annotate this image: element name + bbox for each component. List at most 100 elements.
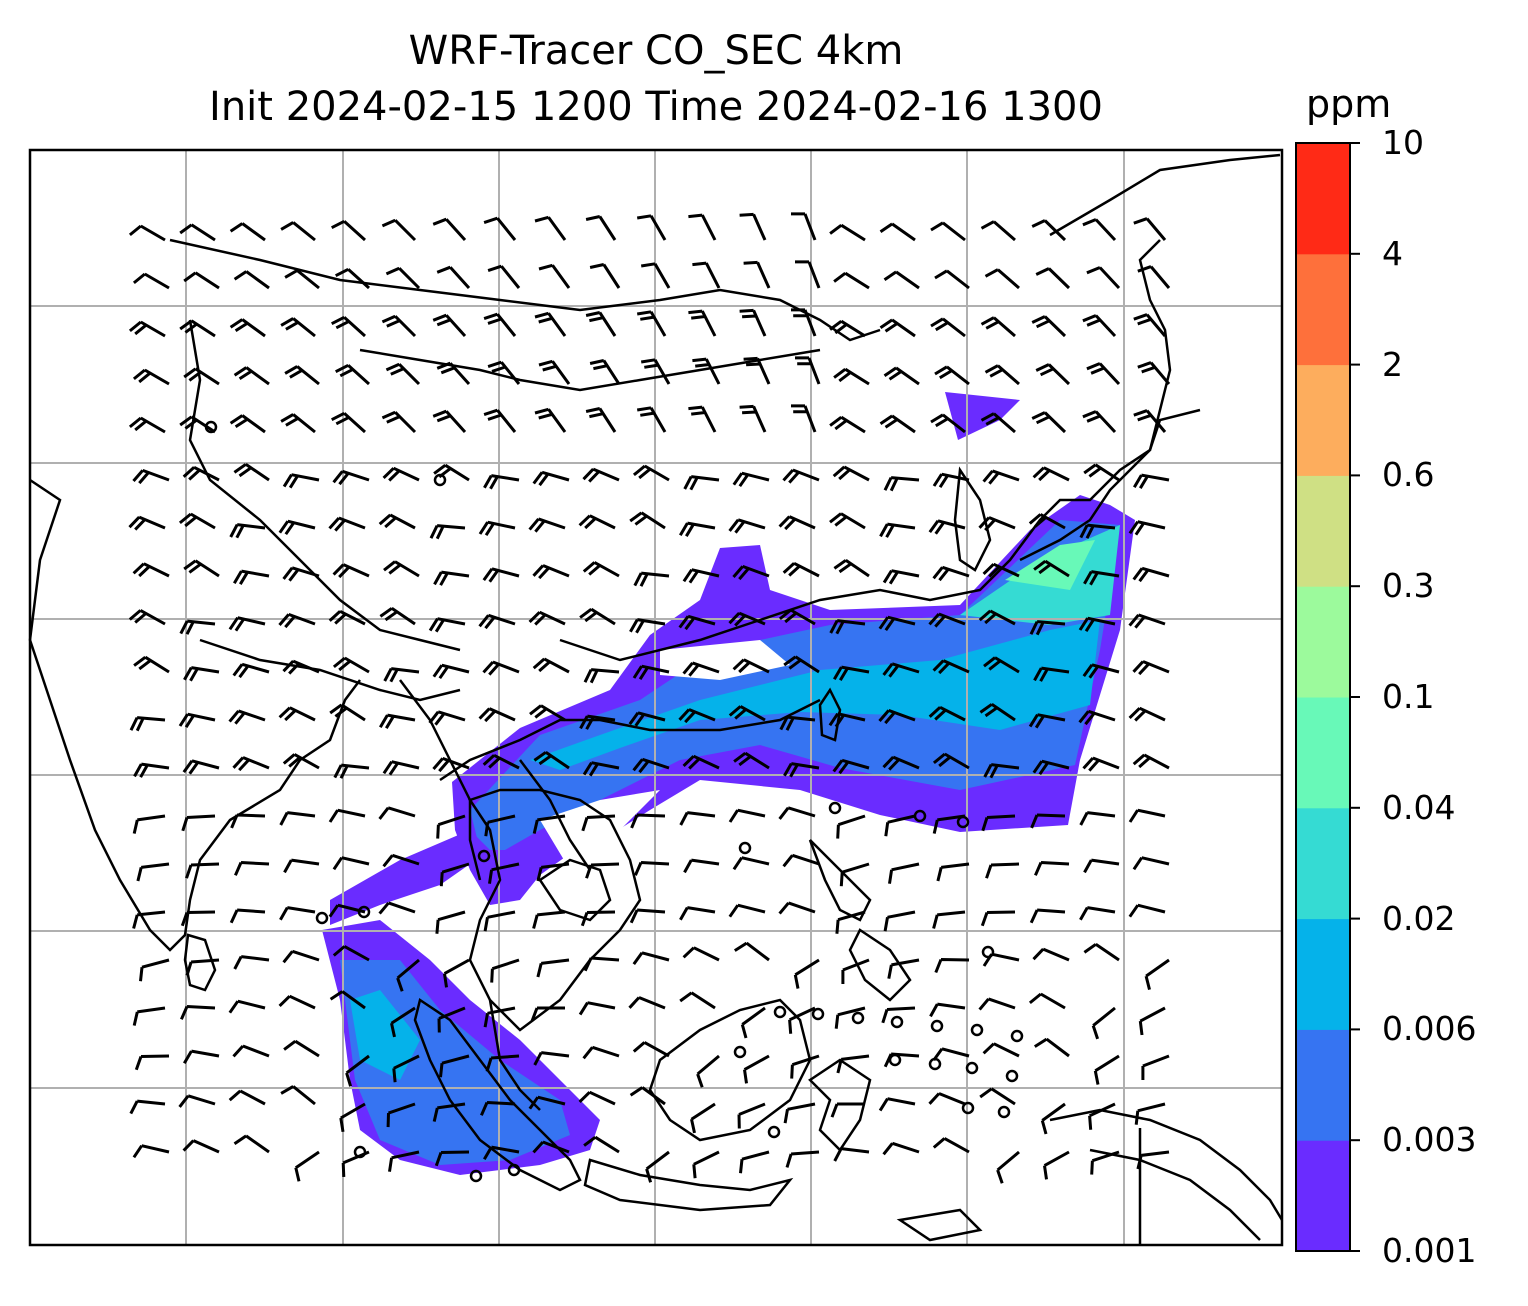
wind-barb (382, 853, 420, 868)
colorbar-swatch (1296, 586, 1350, 698)
colorbar-tick-label: 0.02 (1382, 898, 1456, 938)
wind-barb (1082, 218, 1117, 242)
wind-barb (432, 313, 467, 338)
wind-barb (332, 563, 370, 579)
wind-barb (533, 751, 570, 770)
wind-barb (528, 517, 566, 533)
coast-korea (953, 466, 992, 572)
wind-barb (1083, 858, 1120, 874)
wind-barb (134, 1054, 170, 1071)
wind-barb (280, 1085, 316, 1106)
calm-marker (890, 1015, 904, 1029)
wind-barb (439, 862, 470, 887)
wind-barb (282, 753, 320, 770)
wind-barb (984, 364, 1020, 386)
wind-barb (133, 655, 170, 674)
wind-barb (279, 906, 316, 921)
wind-barb (396, 958, 420, 992)
wind-barb (179, 619, 216, 635)
wind-barb (878, 1097, 916, 1112)
wind-barb (482, 660, 520, 676)
wind-barb (632, 464, 670, 482)
wind-barb (179, 319, 216, 338)
wind-barb (793, 958, 820, 989)
wind-barb (883, 476, 920, 492)
wind-barb (1032, 466, 1070, 482)
wind-barb (829, 512, 866, 530)
plume-gap-2 (540, 790, 660, 870)
wind-barb (233, 366, 270, 386)
wind-barb (180, 910, 216, 927)
wind-barb (829, 223, 866, 242)
wind-barb (1035, 267, 1071, 290)
colorbar-swatch (1296, 143, 1350, 255)
wind-barb (478, 613, 516, 630)
wind-barb (830, 1102, 865, 1118)
wind-barb (779, 715, 816, 731)
border-laos (519, 759, 592, 871)
wind-barb (778, 608, 816, 626)
wind-barb (332, 469, 370, 486)
calm-marker (928, 1057, 942, 1071)
wind-barb (589, 263, 621, 289)
wind-barb (790, 1054, 820, 1079)
wind-barb (1083, 463, 1120, 482)
colorbar-tick-label: 2 (1382, 344, 1403, 384)
wind-barb (791, 308, 817, 337)
wind-barb (483, 474, 520, 490)
wind-barb (1082, 756, 1120, 772)
wind-barb (294, 1150, 320, 1182)
calm-markers (204, 420, 1024, 1183)
wind-barb (283, 1039, 320, 1058)
coast-newguinea-south (1089, 1148, 1261, 1241)
wind-barb (1040, 1102, 1066, 1135)
wind-barb (739, 212, 767, 241)
calm-marker (956, 815, 970, 829)
wind-barb (1134, 1102, 1166, 1125)
wind-barb (278, 519, 316, 536)
wind-barb (690, 1102, 716, 1134)
wind-barb (1078, 616, 1116, 633)
wind-barb (532, 470, 570, 487)
wind-barb (483, 408, 517, 433)
wind-barb (232, 756, 270, 772)
wind-barb (835, 910, 866, 934)
calm-marker (965, 1061, 979, 1075)
wind-barb (833, 559, 870, 578)
wind-barb (630, 813, 666, 829)
wind-barb (629, 511, 666, 530)
wind-barb (978, 609, 1016, 626)
wind-barb (428, 710, 466, 726)
wind-barb (345, 1054, 370, 1087)
plume-sw-band (330, 830, 490, 925)
calm-marker (888, 1053, 902, 1067)
wind-barb (1035, 363, 1071, 386)
wind-barb (743, 260, 771, 289)
wind-barb (483, 1145, 520, 1160)
wind-barb (1079, 523, 1116, 539)
wind-barb (1091, 1006, 1116, 1040)
wind-barb (829, 619, 866, 635)
coast-japan (1019, 239, 1172, 562)
colorbar-swatch (1296, 364, 1350, 476)
wind-barb (688, 213, 717, 241)
calm-marker (433, 473, 447, 487)
wind-barb (836, 814, 866, 839)
wind-barb (728, 518, 766, 534)
plume-south-003 (340, 960, 570, 1165)
wind-barb (528, 610, 566, 626)
calm-marker (507, 1163, 521, 1177)
wind-barb (883, 910, 916, 932)
wind-barb (1133, 313, 1167, 337)
wind-barb (728, 705, 766, 722)
wind-barb (934, 958, 970, 974)
colorbar-swatch (1296, 1029, 1350, 1141)
wind-barb (432, 217, 467, 242)
wind-barb (382, 760, 420, 776)
wind-barb (1082, 314, 1117, 338)
colorbar-tick-label: 0.3 (1382, 566, 1435, 606)
wind-barb (1031, 315, 1067, 338)
wind-barb (378, 513, 416, 530)
wind-barb (443, 958, 470, 988)
